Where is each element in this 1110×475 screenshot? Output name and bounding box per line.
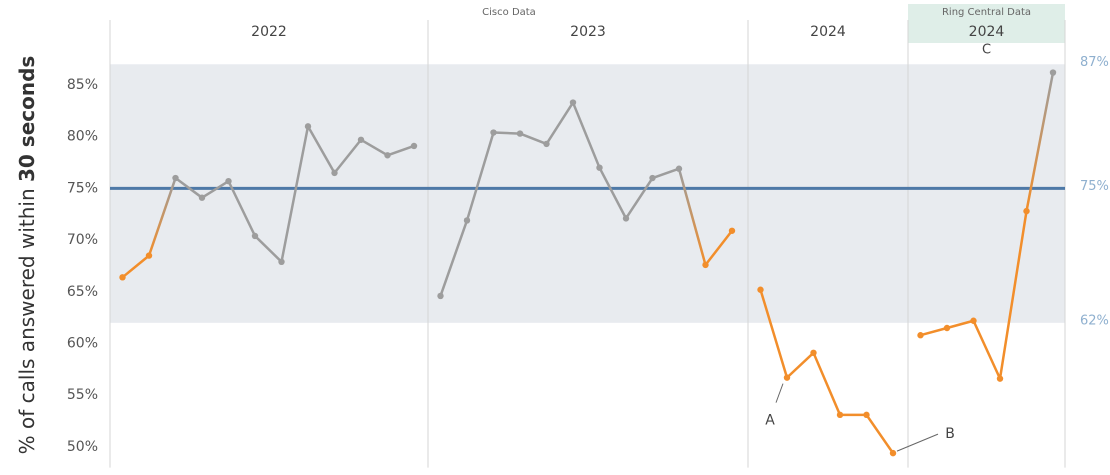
- control-band: [110, 64, 1065, 323]
- point: [278, 258, 285, 266]
- line-segment: [465, 131, 495, 222]
- line-segment: [704, 229, 734, 267]
- line-segment: [306, 125, 336, 175]
- line-segment: [785, 351, 815, 379]
- point: [119, 274, 126, 281]
- point: [783, 374, 791, 381]
- point: [970, 317, 977, 324]
- annotation-leader: [775, 383, 784, 403]
- y-tick-label: 85%: [67, 77, 98, 93]
- line-segment: [333, 138, 363, 175]
- y-label-text: % of calls answered within: [15, 188, 39, 454]
- source-label: Cisco Data: [482, 7, 536, 18]
- point: [384, 152, 391, 159]
- y-tick-label: 65%: [67, 284, 98, 300]
- point: [596, 164, 603, 171]
- pane-sub-label: C: [982, 43, 991, 58]
- point: [622, 215, 630, 222]
- line-segment: [865, 413, 895, 455]
- point: [943, 324, 951, 332]
- point: [810, 349, 817, 357]
- line-segment: [518, 132, 548, 146]
- line-segment: [492, 131, 522, 135]
- point: [463, 217, 471, 224]
- line-segment: [812, 351, 842, 417]
- point: [543, 140, 550, 148]
- point: [728, 227, 736, 234]
- point: [757, 286, 764, 293]
- point: [1023, 207, 1030, 215]
- pane-header: 2024: [969, 24, 1005, 40]
- pane-header: 2023: [570, 24, 606, 40]
- line-segment: [945, 319, 975, 330]
- point: [836, 411, 844, 419]
- line-segment: [998, 209, 1028, 380]
- point: [198, 194, 206, 201]
- point: [172, 174, 179, 182]
- line-segment: [677, 167, 707, 267]
- point: [863, 411, 870, 419]
- y-tick-label: 80%: [67, 129, 98, 145]
- annotation: B: [945, 426, 955, 442]
- source-header-bg: [908, 4, 1065, 43]
- point: [1049, 69, 1057, 76]
- point: [569, 99, 577, 106]
- y-tick-label: 55%: [67, 387, 98, 403]
- point: [702, 261, 709, 269]
- point: [437, 292, 444, 300]
- pane-header: 2024: [810, 24, 846, 40]
- line-segment: [439, 219, 469, 298]
- point: [331, 169, 338, 177]
- control-limit-label: 87%: [1080, 55, 1109, 70]
- point: [357, 136, 365, 143]
- line-segment: [972, 319, 1002, 380]
- point: [490, 129, 497, 136]
- annotation: A: [765, 413, 775, 429]
- line-segment: [147, 176, 177, 257]
- point: [225, 177, 232, 185]
- line-segment: [598, 166, 628, 220]
- line-segment: [624, 176, 654, 220]
- point: [516, 130, 524, 137]
- point: [304, 123, 312, 130]
- line-segment: [919, 326, 949, 337]
- point: [889, 449, 897, 457]
- y-tick-label: 60%: [67, 336, 98, 352]
- control-limit-label: 75%: [1080, 179, 1109, 194]
- control-limit-label: 62%: [1080, 313, 1109, 328]
- point: [251, 232, 259, 240]
- line-segment: [174, 176, 204, 199]
- line-segment: [1025, 71, 1055, 213]
- point: [145, 252, 153, 259]
- y-label-emphasis: 30 seconds: [15, 56, 39, 182]
- point: [410, 142, 418, 150]
- y-tick-label: 50%: [67, 439, 98, 455]
- line-segment: [121, 254, 151, 279]
- point: [649, 174, 656, 182]
- y-tick-label: 75%: [67, 180, 98, 196]
- line-segment: [386, 144, 416, 157]
- line-segment: [545, 101, 575, 146]
- line-segment: [571, 101, 601, 169]
- pane-header: 2022: [251, 24, 287, 40]
- point: [917, 332, 924, 339]
- line-segment: [253, 234, 283, 264]
- line-segment: [280, 125, 310, 264]
- point: [996, 375, 1004, 382]
- source-label: Ring Central Data: [942, 7, 1031, 18]
- line-segment: [200, 179, 230, 199]
- point: [675, 165, 683, 172]
- line-segment: [227, 179, 257, 238]
- y-tick-label: 70%: [67, 232, 98, 248]
- line-segment: [359, 138, 389, 157]
- y-axis-label: % of calls answered within 30 seconds: [15, 56, 39, 455]
- line-segment: [759, 288, 789, 379]
- line-segment: [651, 167, 681, 180]
- annotation-leader: [896, 433, 939, 452]
